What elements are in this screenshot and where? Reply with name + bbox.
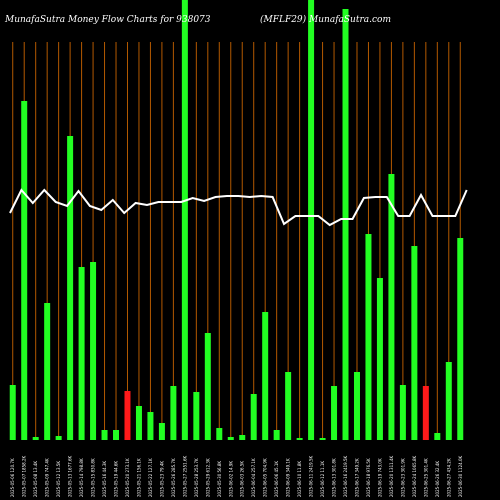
bar xyxy=(9,385,16,440)
money-flow-line-series xyxy=(9,188,468,227)
bar xyxy=(411,246,418,440)
bar xyxy=(78,267,85,440)
x-tick-label: 2025-06-26 32.4K xyxy=(435,461,440,497)
bar xyxy=(216,428,223,440)
bar xyxy=(388,174,395,440)
bar xyxy=(21,101,28,440)
x-tick-label: 2025-06-20 1311.4K xyxy=(389,455,394,497)
chart-title-left: MunafaSutra Money Flow Charts for 938073 xyxy=(4,15,211,25)
x-tick-label: 2025-06-10 11.8K xyxy=(297,461,302,497)
x-tick-label: 2025-06-18 976.5K xyxy=(366,458,371,497)
bar-series xyxy=(9,0,464,440)
x-tick-label: 2025-06-24 1065.8K xyxy=(412,455,417,497)
x-tick-label: 2025-06-11 2419.5K xyxy=(309,455,314,497)
bar xyxy=(422,386,429,440)
x-tick-label: 2025-06-02 14.9K xyxy=(228,461,233,497)
bar xyxy=(434,433,441,440)
x-tick-label: 2025-05-08 13.4K xyxy=(33,461,38,497)
x-tick-label: 2025-05-07 1858.2K xyxy=(22,455,27,497)
bar xyxy=(135,406,142,440)
bar xyxy=(147,412,154,440)
bar xyxy=(342,9,349,440)
bar xyxy=(353,372,360,440)
x-tick-label: 2025-06-16 2419.5K xyxy=(343,455,348,497)
bar xyxy=(331,386,338,440)
x-tick-label: 2025-05-29 612.3K xyxy=(205,458,210,497)
x-tick-label: 2025-05-20 273.1K xyxy=(125,458,130,497)
x-tick-label: 2025-05-21 156.1K xyxy=(136,458,141,497)
x-tick-labels: 2025-05-06 120.7K 2025-05-07 1858.2K 2025-… xyxy=(10,455,463,497)
bar xyxy=(90,262,97,440)
bar xyxy=(101,430,108,440)
bar xyxy=(204,333,211,440)
x-tick-label: 2025-06-05 704.9K xyxy=(263,458,268,497)
bar xyxy=(365,234,372,440)
bar xyxy=(113,430,120,440)
x-tick-label: 2025-06-09 349.1K xyxy=(286,458,291,497)
bar xyxy=(399,385,406,440)
x-tick-label: 2025-05-22 127.1K xyxy=(148,458,153,497)
bar xyxy=(170,386,177,440)
bar xyxy=(308,0,315,440)
bar xyxy=(55,436,62,440)
bar xyxy=(181,0,188,440)
bar xyxy=(285,372,292,440)
x-tick-label: 2025-06-03 26.5K xyxy=(240,461,245,497)
bar xyxy=(124,391,131,440)
bar xyxy=(193,392,200,440)
money-flow-line xyxy=(9,188,468,227)
chart-title-right: (MFLF29) MunafaSutra.com xyxy=(260,14,391,25)
x-tick-label: 2025-06-19 743.0K xyxy=(377,458,382,497)
bar xyxy=(445,362,452,440)
x-tick-label: 2025-06-13 301.8K xyxy=(332,458,337,497)
x-tick-label: 2025-06-27 434.2K xyxy=(446,458,451,497)
x-tick-label: 2025-05-14 798.8K xyxy=(79,458,84,497)
bar xyxy=(376,278,383,440)
bar xyxy=(296,438,303,440)
x-tick-label: 2025-05-30 56.8K xyxy=(217,461,222,497)
bar xyxy=(319,438,326,440)
bar xyxy=(273,430,280,440)
bar xyxy=(44,303,51,440)
x-tick-label: 2025-06-12 11.1K xyxy=(320,461,325,497)
x-tick-label: 2025-05-28 253.7K xyxy=(194,458,199,497)
x-tick-label: 2025-06-25 301.4K xyxy=(423,458,428,497)
x-tick-label: 2025-06-17 349.2K xyxy=(354,458,359,497)
x-tick-label: 2025-05-12 13.5K xyxy=(56,461,61,497)
bar xyxy=(262,312,269,440)
x-tick-label: 2025-06-06 45.1K xyxy=(274,461,279,497)
x-tick-label: 2025-06-30 1124.0K xyxy=(458,455,463,497)
x-tick-label: 2025-06-04 257.1K xyxy=(251,458,256,497)
bar xyxy=(67,136,74,440)
bar xyxy=(32,437,39,440)
x-tick-label: 2025-06-23 301.9K xyxy=(400,458,405,497)
bar xyxy=(227,437,234,440)
x-tick-label: 2025-05-19 44.6K xyxy=(114,461,119,497)
x-tick-label: 2025-05-06 120.7K xyxy=(10,458,15,497)
x-tick-label: 2025-05-23 79.4K xyxy=(159,461,164,497)
x-tick-label: 2025-05-15 830.8K xyxy=(91,458,96,497)
x-tick-label: 2025-05-27 2551.6K xyxy=(182,455,187,497)
bar xyxy=(239,435,246,440)
x-tick-label: 2025-05-13 1677.6K xyxy=(68,455,73,497)
bar xyxy=(250,394,257,440)
x-tick-label: 2025-05-09 747.4K xyxy=(45,458,50,497)
x-tick-label: 2025-05-16 44.3K xyxy=(102,461,107,497)
bar xyxy=(158,423,165,440)
x-tick-label: 2025-05-26 285.7K xyxy=(171,458,176,497)
bar xyxy=(457,238,464,440)
